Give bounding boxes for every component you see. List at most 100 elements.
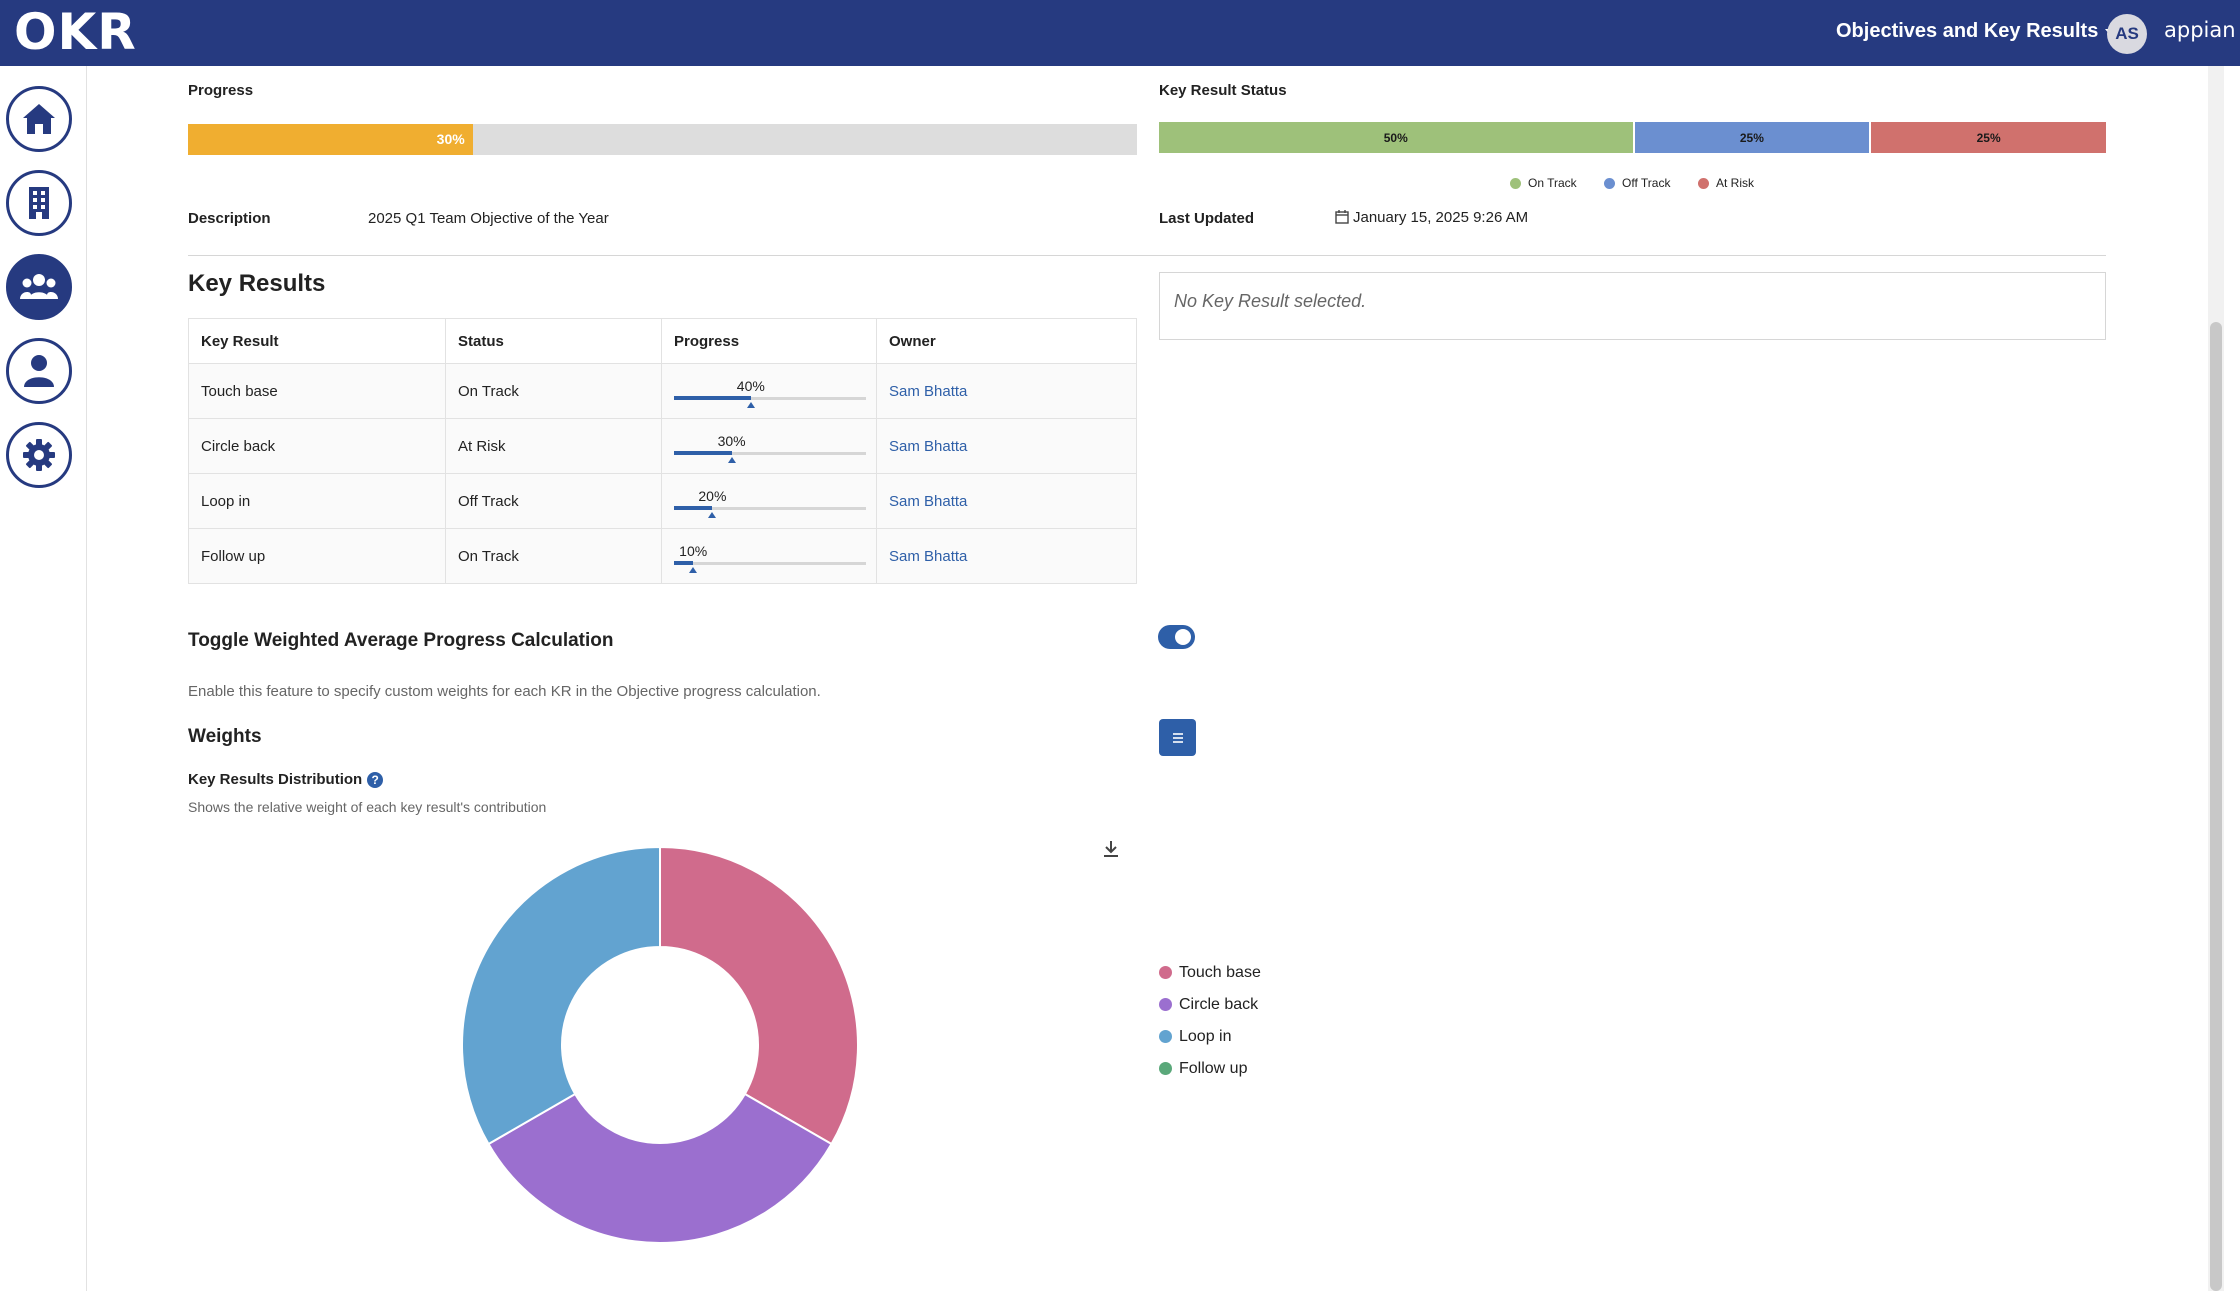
cell-owner-link[interactable]: Sam Bhatta (876, 528, 1137, 584)
description-label: Description (188, 210, 271, 227)
column-header-status[interactable]: Status (445, 318, 662, 364)
kr-progress-fill (674, 396, 751, 400)
cell-progress: 20% (661, 473, 877, 529)
table-row[interactable]: Touch base On Track 40% Sam Bhatta (188, 363, 1137, 419)
kr-progress-slider: 10% (674, 541, 866, 573)
last-updated-value: January 15, 2025 9:26 AM (1335, 209, 1528, 226)
toggle-weighted-description: Enable this feature to specify custom we… (188, 683, 821, 700)
sidebar-item-home[interactable] (6, 86, 72, 152)
kr-progress-fill (674, 506, 713, 510)
legend-item[interactable]: Loop in (1159, 1028, 1232, 1046)
cell-progress: 30% (661, 418, 877, 474)
kr-progress-track (674, 562, 866, 565)
sidebar-item-team[interactable] (6, 254, 72, 320)
legend-label: Circle back (1179, 996, 1259, 1013)
cell-key-result: Circle back (188, 418, 446, 474)
sidebar-item-building[interactable] (6, 170, 72, 236)
section-divider (188, 255, 2106, 256)
legend-dot (1159, 998, 1172, 1012)
cell-status: Off Track (445, 473, 662, 529)
legend-label: Loop in (1179, 1028, 1232, 1045)
sidebar-nav (0, 66, 87, 1291)
column-header-key-result[interactable]: Key Result (188, 318, 446, 364)
legend-label: On Track (1528, 176, 1577, 190)
kr-progress-marker-icon (746, 402, 755, 408)
donut-slice-circle-back[interactable] (487, 1092, 833, 1244)
cell-key-result: Follow up (188, 528, 446, 584)
status-legend-on-track: On Track (1510, 176, 1577, 190)
cell-owner-link[interactable]: Sam Bhatta (876, 473, 1137, 529)
last-updated-label: Last Updated (1159, 210, 1255, 227)
legend-label: Touch base (1179, 964, 1261, 981)
legend-item[interactable]: Touch base (1159, 964, 1261, 982)
kr-progress-slider: 40% (674, 376, 866, 408)
key-results-distribution-chart (461, 845, 859, 1244)
status-segment-at-risk: 25% (1869, 122, 2106, 153)
kr-progress-value: 40% (736, 378, 765, 394)
cell-owner-link[interactable]: Sam Bhatta (876, 363, 1137, 419)
chart-download-button[interactable] (1100, 838, 1122, 860)
legend-dot (1159, 1062, 1172, 1076)
cell-status: At Risk (445, 418, 662, 474)
top-bar: OKR Objectives and Key Results AS appian (0, 0, 2240, 66)
donut-slice-touch-base[interactable] (659, 845, 859, 1146)
status-segment-on-track: 50% (1159, 122, 1633, 153)
sidebar-item-settings[interactable] (6, 422, 72, 488)
kr-progress-value: 10% (679, 543, 708, 559)
toggle-weighted-title: Toggle Weighted Average Progress Calcula… (188, 630, 614, 651)
legend-dot (1698, 178, 1709, 190)
status-segment-off-track: 25% (1632, 122, 1870, 153)
donut-slice-loop-in[interactable] (461, 845, 661, 1146)
cell-key-result: Touch base (188, 363, 446, 419)
key-results-title: Key Results (188, 270, 326, 297)
kr-progress-marker-icon (708, 512, 717, 518)
user-icon (24, 355, 54, 387)
app-menu-label: Objectives and Key Results (1836, 20, 2099, 42)
team-icon (20, 274, 58, 299)
gear-icon (23, 439, 55, 471)
kr-progress-slider: 30% (674, 431, 866, 463)
kr-progress-track (674, 397, 866, 400)
last-updated-text: January 15, 2025 9:26 AM (1353, 209, 1529, 226)
legend-label: At Risk (1716, 176, 1755, 190)
sidebar-item-user[interactable] (6, 338, 72, 404)
kr-progress-marker-icon (727, 457, 736, 463)
table-header-row: Key Result Status Progress Owner (188, 318, 1137, 364)
sliders-icon (1172, 732, 1183, 743)
cell-status: On Track (445, 528, 662, 584)
legend-dot (1159, 966, 1172, 980)
cell-status: On Track (445, 363, 662, 419)
legend-label: Follow up (1179, 1060, 1248, 1077)
table-row[interactable]: Follow up On Track 10% Sam Bhatta (188, 528, 1137, 584)
legend-dot (1510, 178, 1521, 190)
help-icon[interactable]: ? (367, 772, 384, 789)
home-icon (23, 104, 55, 134)
user-avatar[interactable]: AS (2107, 14, 2147, 54)
status-legend-off-track: Off Track (1604, 176, 1670, 190)
cell-key-result: Loop in (188, 473, 446, 529)
key-result-status-label: Key Result Status (1159, 82, 1287, 99)
legend-item[interactable]: Follow up (1159, 1060, 1247, 1078)
objective-progress-bar: 30% (188, 124, 1137, 155)
key-result-detail-empty: No Key Result selected. (1159, 272, 2106, 340)
weights-title: Weights (188, 726, 262, 747)
column-header-owner[interactable]: Owner (876, 318, 1137, 364)
calendar-icon (1335, 210, 1349, 224)
page-scrollbar-thumb[interactable] (2210, 322, 2222, 1291)
column-header-progress[interactable]: Progress (661, 318, 877, 364)
cell-owner-link[interactable]: Sam Bhatta (876, 418, 1137, 474)
status-legend-at-risk: At Risk (1698, 176, 1754, 190)
app-menu-dropdown[interactable]: Objectives and Key Results (1836, 20, 2116, 43)
legend-dot (1604, 178, 1615, 190)
kr-progress-slider: 20% (674, 486, 866, 518)
legend-label: Off Track (1622, 176, 1671, 190)
weights-settings-button[interactable] (1159, 719, 1196, 756)
kr-progress-track (674, 507, 866, 510)
table-row[interactable]: Loop in Off Track 20% Sam Bhatta (188, 473, 1137, 529)
table-row[interactable]: Circle back At Risk 30% Sam Bhatta (188, 418, 1137, 474)
legend-dot (1159, 1030, 1172, 1044)
distribution-title-text: Key Results Distribution (188, 771, 363, 788)
progress-label: Progress (188, 82, 254, 99)
legend-item[interactable]: Circle back (1159, 996, 1258, 1014)
weighted-average-toggle[interactable] (1158, 625, 1195, 649)
